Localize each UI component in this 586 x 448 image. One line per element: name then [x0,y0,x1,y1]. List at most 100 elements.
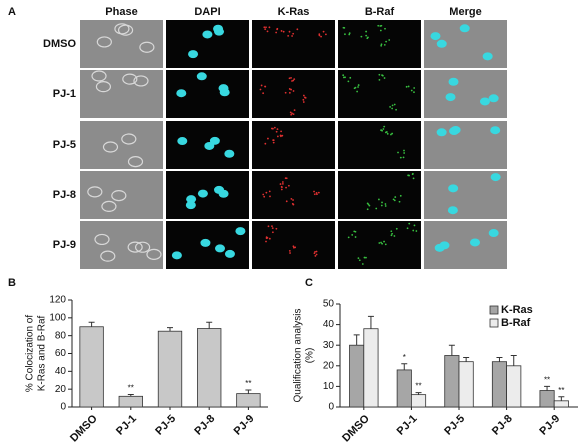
error-bar [558,396,565,401]
cell [146,248,162,260]
puncta [293,109,296,112]
puncta [267,225,270,228]
puncta [313,190,315,193]
micrograph [80,171,163,219]
bar [553,400,569,408]
cell [121,133,137,145]
nucleus [448,184,459,193]
puncta [358,259,361,262]
puncta [342,74,345,77]
puncta [384,205,387,207]
puncta [377,24,380,27]
puncta [314,255,317,257]
puncta [315,253,318,256]
nucleus [447,206,458,215]
puncta [268,190,271,193]
column-header: Merge [449,6,481,18]
nucleus [490,173,501,182]
puncta [365,34,368,37]
puncta [390,133,392,136]
puncta [288,77,291,80]
y-axis-label: K-Ras and B-Raf [37,315,48,391]
nucleus [200,238,211,247]
x-tick-label: PJ-5 [153,413,178,438]
micrograph [338,70,421,118]
micrograph [338,221,421,269]
column-header: DAPI [194,6,220,18]
panel-label: B [8,277,16,289]
puncta [380,43,383,46]
x-tick-label: PJ-5 [442,413,467,438]
nucleus [449,127,460,136]
puncta [271,231,274,234]
puncta [405,85,408,88]
nucleus [218,189,229,198]
cell [101,200,117,213]
puncta [360,35,363,38]
cell [127,156,144,168]
puncta [281,181,284,183]
puncta [348,32,351,35]
puncta [260,84,263,87]
row-label: PJ-5 [53,139,76,151]
nucleus [185,201,196,210]
puncta [380,44,383,47]
puncta [393,199,396,202]
nucleus [176,89,187,98]
puncta [383,43,386,46]
puncta [378,242,381,244]
puncta [302,94,305,97]
puncta [412,229,415,232]
puncta [289,252,291,254]
puncta [399,156,402,159]
puncta [271,225,273,228]
row-label: PJ-9 [53,239,76,251]
puncta [322,30,325,33]
puncta [291,202,294,205]
puncta [403,152,406,154]
bar [539,390,555,408]
puncta [357,86,359,88]
significance: ** [128,384,134,393]
legend-label: B-Raf [501,317,531,329]
puncta [384,243,387,246]
puncta [263,195,266,198]
bar [157,330,183,408]
micrograph [80,121,163,169]
nucleus [218,84,229,93]
row-label: PJ-8 [53,189,76,201]
puncta [262,92,265,95]
puncta [269,195,271,198]
nucleus [448,77,459,86]
puncta [384,27,386,30]
error-bar [510,355,517,366]
x-tick-label: PJ-9 [232,413,257,438]
puncta [288,30,291,33]
puncta [273,126,276,129]
error-bar [353,334,360,346]
puncta [271,127,274,130]
puncta [292,79,295,82]
puncta [379,25,382,27]
puncta [357,257,360,260]
bar [506,365,522,408]
puncta [361,263,364,265]
puncta [265,26,267,29]
puncta [353,230,356,233]
puncta [395,108,397,111]
puncta [280,130,283,133]
micrograph [252,121,335,169]
significance: ** [544,376,550,385]
error-bar [127,394,134,397]
cell [133,75,149,87]
puncta [344,33,346,36]
puncta [291,35,293,37]
puncta [407,85,410,88]
puncta [384,131,387,134]
puncta [379,29,382,32]
puncta [391,232,394,235]
puncta [386,132,389,135]
nucleus [186,195,197,204]
y-tick-label: 30 [323,340,335,351]
puncta [289,111,292,114]
